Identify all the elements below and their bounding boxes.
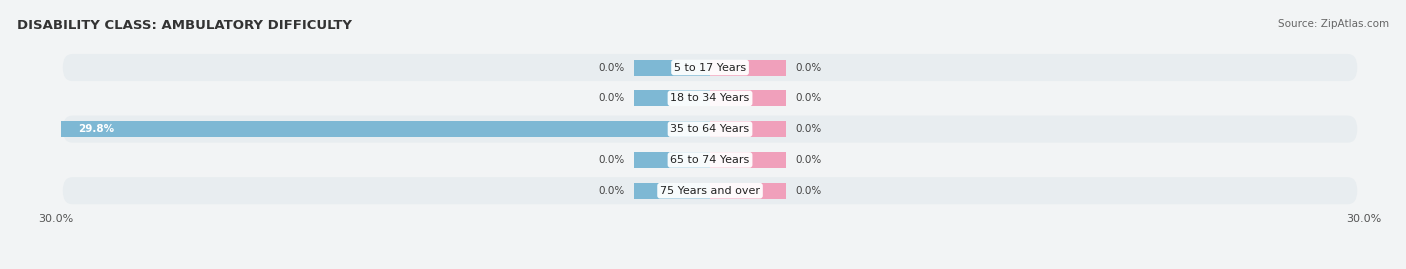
- Text: 35 to 64 Years: 35 to 64 Years: [671, 124, 749, 134]
- Text: Source: ZipAtlas.com: Source: ZipAtlas.com: [1278, 19, 1389, 29]
- Text: 0.0%: 0.0%: [794, 186, 821, 196]
- Text: 0.0%: 0.0%: [794, 93, 821, 103]
- Bar: [634, 59, 710, 76]
- Text: 75 Years and over: 75 Years and over: [659, 186, 761, 196]
- Text: 5 to 17 Years: 5 to 17 Years: [673, 62, 747, 73]
- Text: 65 to 74 Years: 65 to 74 Years: [671, 155, 749, 165]
- Bar: [710, 121, 786, 137]
- FancyBboxPatch shape: [63, 116, 1357, 143]
- Text: 0.0%: 0.0%: [794, 62, 821, 73]
- Text: DISABILITY CLASS: AMBULATORY DIFFICULTY: DISABILITY CLASS: AMBULATORY DIFFICULTY: [17, 19, 352, 32]
- FancyBboxPatch shape: [63, 177, 1357, 204]
- FancyBboxPatch shape: [63, 85, 1357, 112]
- Bar: [634, 152, 710, 168]
- Text: 29.8%: 29.8%: [79, 124, 114, 134]
- Text: 0.0%: 0.0%: [599, 155, 626, 165]
- Bar: [710, 183, 786, 199]
- Bar: [710, 90, 786, 106]
- Text: 0.0%: 0.0%: [794, 124, 821, 134]
- Text: 0.0%: 0.0%: [794, 155, 821, 165]
- Bar: [710, 152, 786, 168]
- Text: 18 to 34 Years: 18 to 34 Years: [671, 93, 749, 103]
- Bar: [634, 90, 710, 106]
- Bar: [60, 121, 710, 137]
- Text: 0.0%: 0.0%: [599, 186, 626, 196]
- Text: 0.0%: 0.0%: [599, 93, 626, 103]
- Text: 0.0%: 0.0%: [599, 62, 626, 73]
- FancyBboxPatch shape: [63, 146, 1357, 174]
- FancyBboxPatch shape: [63, 54, 1357, 81]
- Bar: [634, 183, 710, 199]
- Bar: [710, 59, 786, 76]
